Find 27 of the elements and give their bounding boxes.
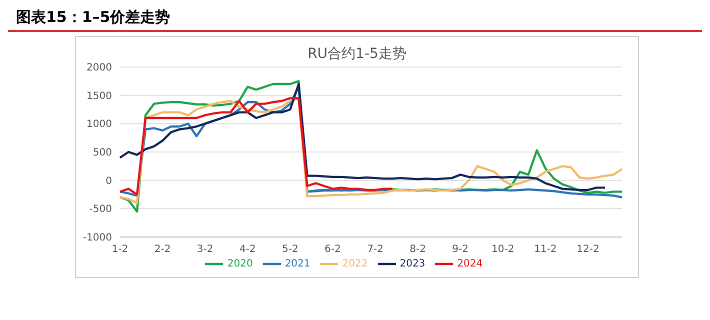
x-tick-label: 11-2 [534,244,557,256]
x-tick-label: 9-2 [452,244,469,256]
y-tick-label: 2000 [86,62,112,74]
y-tick-label: 500 [92,148,112,159]
x-tick-label: 3-2 [196,244,214,256]
y-tick-label: -500 [89,204,112,216]
x-tick-label: 8-2 [410,244,426,256]
chart-subtitle: RU合约1-5走势 [306,45,408,63]
x-tick-label: 4-2 [239,244,256,256]
y-tick-label: 1500 [86,90,112,102]
legend-label: 2024 [457,258,483,270]
legend-label: 2020 [227,258,253,270]
legend-label: 2023 [400,258,426,270]
y-tick-label: -1000 [82,232,112,244]
x-tick-label: 2-2 [154,244,171,256]
x-tick-label: 6-2 [324,244,341,256]
y-tick-label: 0 [106,176,112,187]
legend-label: 2022 [342,258,368,270]
chart-title: 图表15：1–5价差走势 [8,8,702,32]
legend-label: 2021 [284,258,310,270]
x-tick-label: 5-2 [282,244,298,256]
line-series [118,97,394,196]
y-tick-label: 1000 [86,119,112,130]
x-tick-label: 10-2 [492,244,514,256]
x-tick-label: 7-2 [367,244,384,256]
x-tick-label: 12-2 [576,244,600,256]
x-tick-label: 1-2 [112,244,128,256]
